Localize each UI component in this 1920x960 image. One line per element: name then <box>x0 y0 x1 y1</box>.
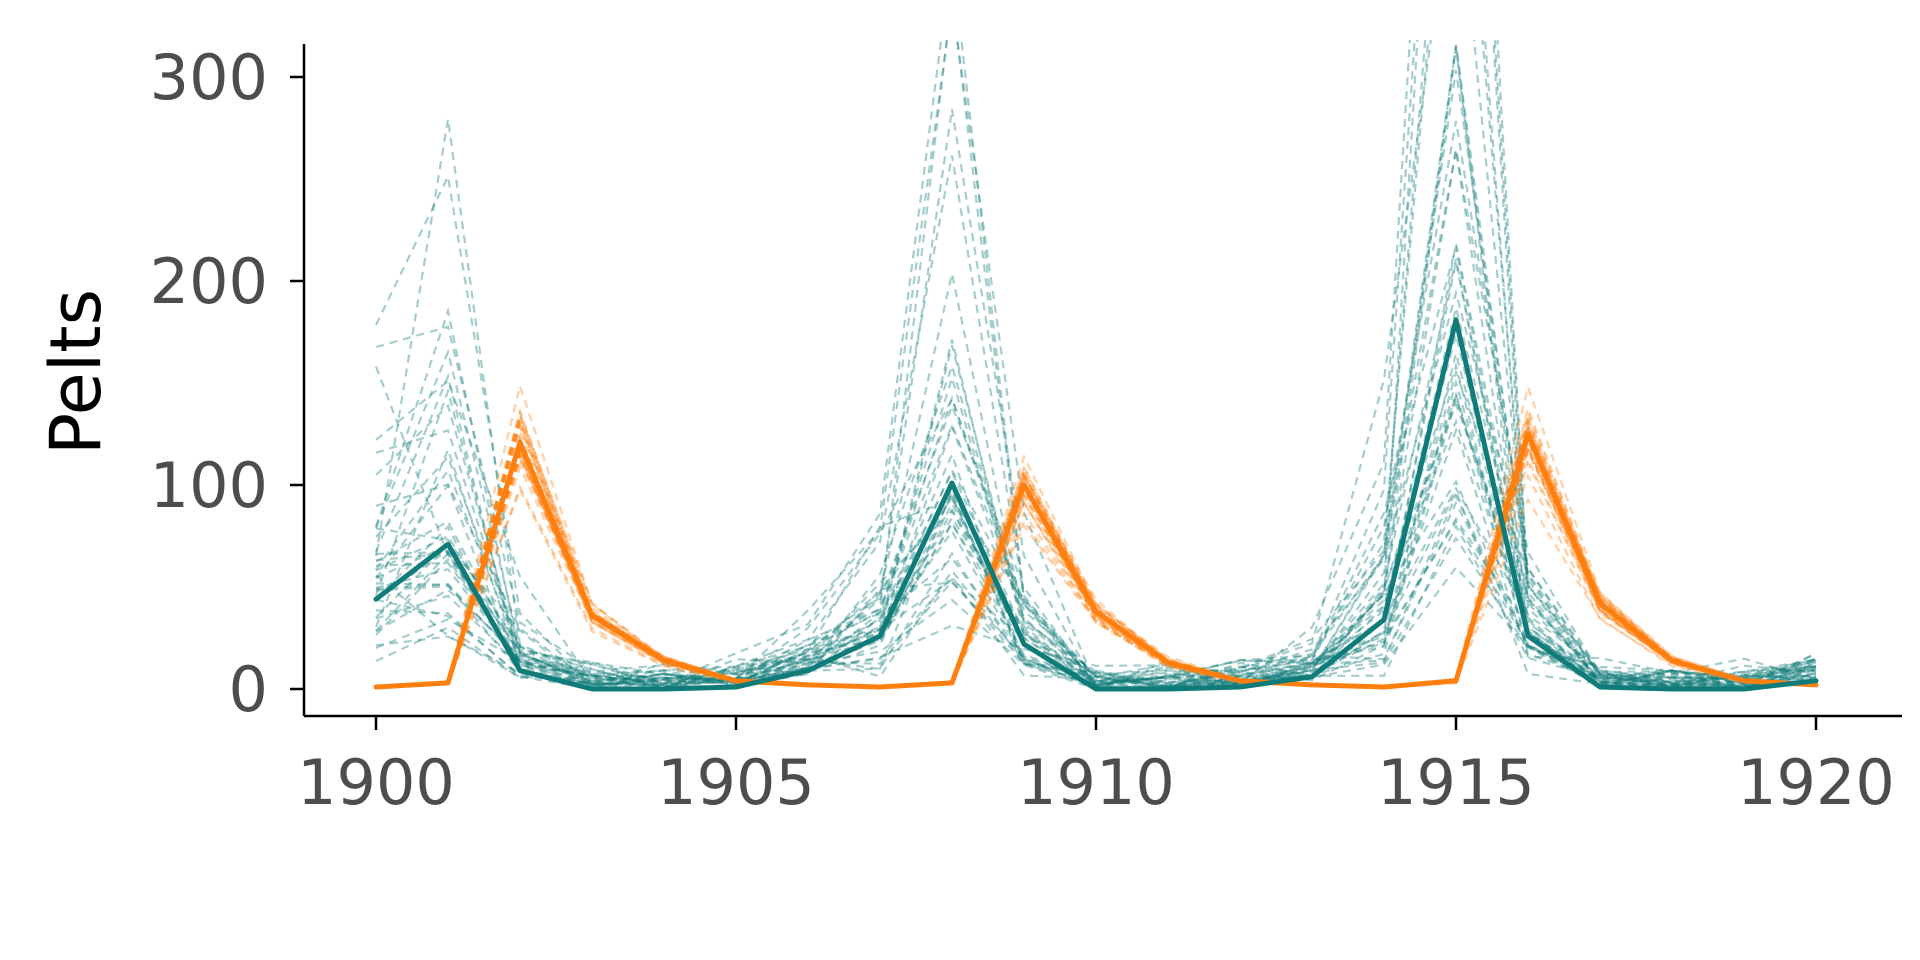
orange-simulation-line <box>375 425 1817 689</box>
teal-simulation-line <box>374 149 1817 689</box>
teal-simulation-line <box>375 40 1817 689</box>
orange-simulation-lines <box>375 381 1817 689</box>
y-axis-title: Pelts <box>35 289 117 455</box>
orange-simulation-line <box>375 407 1817 689</box>
orange-simulation-line <box>375 418 1817 689</box>
teal-simulation-line <box>375 486 1817 689</box>
teal-simulation-line <box>374 446 1817 691</box>
orange-simulation-line <box>375 442 1817 689</box>
orange-simulation-line <box>375 419 1817 689</box>
teal-simulation-line <box>375 246 1817 689</box>
teal-simulation-line <box>375 40 1817 688</box>
orange-simulation-line <box>375 414 1817 689</box>
x-tick-label: 1910 <box>1017 746 1175 819</box>
teal-simulation-line <box>374 261 1817 688</box>
orange-simulation-line <box>375 410 1817 689</box>
y-tick-label: 200 <box>150 245 268 318</box>
teal-simulation-line <box>375 339 1817 689</box>
teal-simulation-line <box>375 516 1817 685</box>
orange-simulation-line <box>375 417 1817 689</box>
orange-simulation-line <box>375 431 1817 689</box>
teal-simulation-line <box>375 40 1817 691</box>
teal-simulation-line <box>375 368 1817 690</box>
teal-simulation-line <box>375 258 1817 689</box>
teal-simulation-line <box>375 418 1817 689</box>
observed-series-lines <box>373 317 1819 692</box>
orange-simulation-line <box>375 445 1817 689</box>
orange-simulation-line <box>375 381 1817 688</box>
teal-simulation-line <box>375 353 1817 688</box>
axes: 0 100 200 300 1900 1905 1910 1915 1920 <box>150 41 1902 819</box>
y-tick-label: 300 <box>150 41 268 114</box>
orange-simulation-line <box>375 421 1817 689</box>
teal-simulation-line <box>375 389 1817 689</box>
orange-simulation-line <box>375 447 1817 689</box>
teal-simulation-line <box>374 40 1817 689</box>
orange-simulation-line <box>375 450 1817 689</box>
orange-simulation-line <box>375 446 1817 689</box>
orange-series-line <box>373 431 1819 690</box>
teal-simulation-line <box>375 488 1817 689</box>
teal-simulation-line <box>375 401 1817 686</box>
orange-simulation-line <box>375 409 1817 689</box>
y-tick-label: 0 <box>229 653 268 726</box>
teal-simulation-line <box>375 243 1817 687</box>
teal-simulation-lines <box>374 40 1817 691</box>
teal-simulation-line <box>375 423 1817 689</box>
teal-simulation-line <box>375 149 1817 689</box>
teal-simulation-line <box>375 378 1817 690</box>
x-tick-label: 1905 <box>657 746 815 819</box>
orange-simulation-line <box>375 437 1817 689</box>
teal-simulation-line <box>375 536 1817 688</box>
orange-simulation-line <box>375 484 1817 689</box>
orange-simulation-line <box>375 472 1817 689</box>
orange-simulation-line <box>375 417 1817 689</box>
teal-simulation-line <box>375 307 1817 690</box>
orange-simulation-line <box>375 421 1817 689</box>
teal-simulation-line <box>375 361 1817 690</box>
x-tick-label: 1915 <box>1377 746 1535 819</box>
orange-simulation-line <box>375 430 1817 689</box>
x-tick-label: 1920 <box>1737 746 1895 819</box>
teal-series-line <box>373 317 1819 692</box>
y-tick-label: 100 <box>150 449 268 522</box>
orange-simulation-line <box>375 404 1817 689</box>
orange-simulation-line <box>375 437 1817 689</box>
teal-simulation-line <box>375 40 1817 688</box>
teal-simulation-line <box>375 45 1817 687</box>
x-tick-label: 1900 <box>297 746 455 819</box>
orange-simulation-line <box>375 437 1817 689</box>
teal-simulation-line <box>375 288 1817 687</box>
teal-simulation-line <box>374 120 1817 685</box>
orange-simulation-line <box>375 442 1817 689</box>
teal-simulation-line <box>375 391 1817 690</box>
orange-simulation-line <box>375 434 1817 689</box>
orange-simulation-line <box>375 460 1817 689</box>
orange-simulation-line <box>375 416 1817 689</box>
teal-simulation-line <box>375 334 1817 687</box>
orange-simulation-line <box>375 412 1817 689</box>
teal-simulation-line <box>374 40 1817 689</box>
